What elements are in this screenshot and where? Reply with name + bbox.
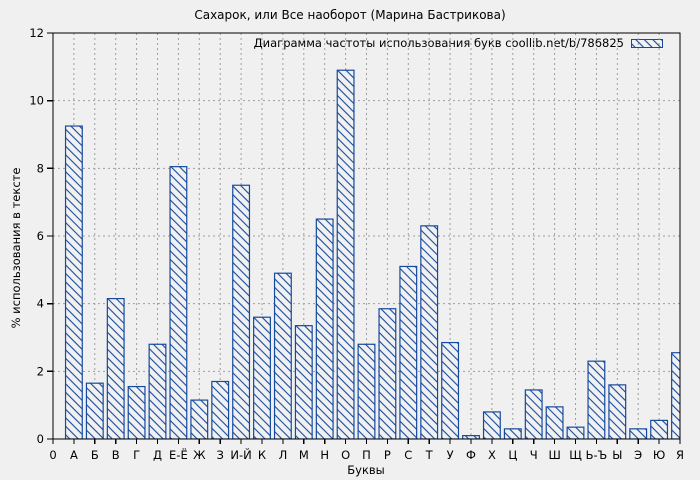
x-tick-label: Г [133, 448, 140, 462]
y-tick-label: 10 [29, 94, 44, 108]
x-origin-label: 0 [49, 448, 56, 462]
x-tick-label: Ы [612, 448, 622, 462]
bar-Ч [524, 389, 543, 439]
bar-И-Й [232, 184, 251, 439]
x-tick-label: Т [425, 448, 434, 462]
bar-Х [482, 411, 501, 439]
bar-А [64, 125, 83, 439]
x-tick-label: З [217, 448, 224, 462]
x-tick-label: Ю [653, 448, 665, 462]
y-tick-label: 12 [29, 26, 44, 40]
x-tick-label: С [404, 448, 412, 462]
x-tick-label: Я [676, 448, 684, 462]
bar-У [441, 341, 460, 439]
x-tick-label: А [70, 448, 78, 462]
x-tick-label: И-Й [230, 447, 251, 462]
bar-Ю [650, 419, 669, 439]
y-tick-label: 8 [37, 161, 44, 175]
y-tick-label: 4 [37, 297, 44, 311]
bar-Г [127, 385, 146, 439]
bar-М [294, 325, 313, 439]
y-tick-label: 6 [37, 229, 44, 243]
bar-Б [85, 382, 104, 439]
x-tick-label: Ч [530, 448, 538, 462]
x-tick-label: Н [320, 448, 329, 462]
x-tick-label: В [112, 448, 120, 462]
x-tick-label: Щ [569, 448, 582, 462]
bar-В [106, 297, 125, 439]
x-tick-label: П [362, 448, 371, 462]
bar-Д [148, 343, 167, 439]
y-tick-label: 0 [37, 432, 44, 446]
y-tick-label: 2 [37, 364, 44, 378]
x-tick-label: Е-Ё [169, 447, 188, 462]
x-tick-label: О [341, 448, 350, 462]
x-tick-label: Л [279, 448, 288, 462]
bar-З [211, 380, 230, 439]
bar-Щ [566, 426, 585, 439]
bar-Т [420, 225, 439, 439]
bar-Ь-Ъ [587, 360, 606, 439]
x-tick-label: У [447, 448, 454, 462]
x-tick-label: К [258, 448, 266, 462]
bar-Е-Ё [169, 166, 188, 439]
x-tick-label: Ь-Ъ [586, 448, 608, 462]
x-tick-label: Б [91, 448, 99, 462]
bar-П [357, 343, 376, 439]
x-tick-label: Х [488, 448, 496, 462]
bar-Я [671, 352, 680, 439]
bar-Л [273, 272, 292, 439]
x-tick-label: Э [634, 448, 642, 462]
legend-swatch-icon [631, 38, 663, 48]
x-tick-label: Ф [466, 448, 476, 462]
chart-title: Сахарок, или Все наоборот (Марина Бастри… [194, 8, 506, 22]
bar-С [399, 265, 418, 439]
bar-Э [629, 428, 648, 439]
x-tick-label: Ц [508, 448, 517, 462]
bar-Ж [190, 399, 209, 439]
x-tick-label: Ж [193, 448, 206, 462]
bar-О [336, 69, 355, 439]
bar-Н [315, 218, 334, 439]
x-tick-label: М [299, 448, 309, 462]
legend-label: Диаграмма частоты использования букв coo… [253, 36, 624, 50]
x-tick-label: Ш [548, 448, 560, 462]
legend: Диаграмма частоты использования букв coo… [254, 36, 663, 50]
bar-Р [378, 308, 397, 439]
x-tick-label: Д [153, 448, 162, 462]
bar-Ш [545, 406, 564, 439]
bar-Ц [503, 428, 522, 439]
x-tick-label: Р [384, 448, 391, 462]
bar-К [253, 316, 271, 439]
x-axis-label: Буквы [347, 463, 385, 477]
bar-Ы [608, 384, 627, 439]
